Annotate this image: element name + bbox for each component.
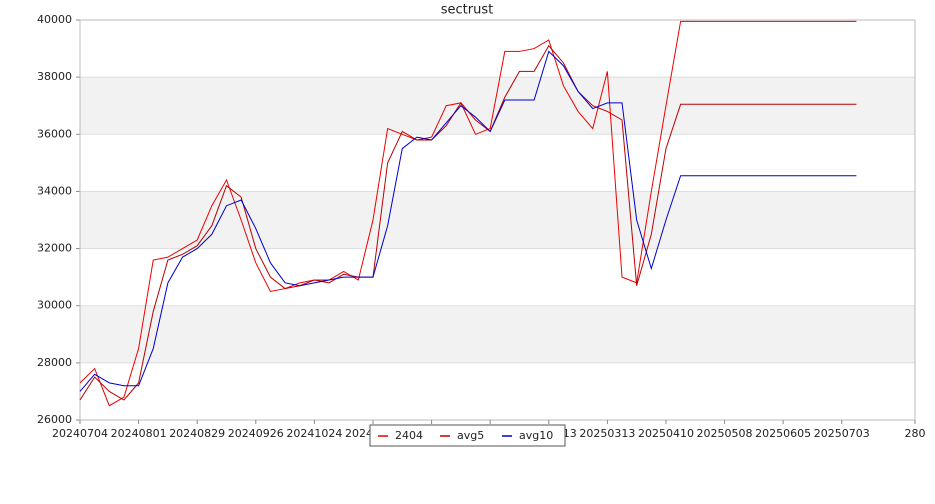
x-tick-label: 20240926 — [228, 427, 284, 440]
x-tick-label: 20241024 — [286, 427, 342, 440]
x-tick-label: 20240829 — [169, 427, 225, 440]
grid-band — [80, 305, 915, 363]
x-tick-label: 20250508 — [697, 427, 753, 440]
x-tick-label: 20240704 — [52, 427, 108, 440]
y-tick-label: 36000 — [37, 127, 72, 140]
x-tick-label: 280 — [905, 427, 926, 440]
legend-label: avg5 — [457, 429, 484, 442]
x-tick-label: 20250410 — [638, 427, 694, 440]
series-line — [79, 50, 857, 392]
y-tick-label: 34000 — [37, 184, 72, 197]
x-tick-label: 20250605 — [755, 427, 811, 440]
y-tick-label: 32000 — [37, 242, 72, 255]
y-tick-label: 26000 — [37, 413, 72, 426]
legend-label: avg10 — [519, 429, 553, 442]
x-tick-label: 20250313 — [579, 427, 635, 440]
x-tick-label: 20240801 — [111, 427, 167, 440]
chart-title: sectrust — [441, 3, 493, 18]
x-tick-label: 20250703 — [814, 427, 870, 440]
y-tick-label: 28000 — [37, 356, 72, 369]
series-line — [79, 20, 857, 407]
y-tick-label: 30000 — [37, 299, 72, 312]
legend-box — [369, 424, 566, 447]
grid-band — [80, 77, 915, 135]
legend: 2404 avg5 avg10 — [369, 424, 566, 447]
plot-frame — [79, 19, 916, 421]
y-tick-label: 38000 — [37, 70, 72, 83]
legend-label: 2404 — [395, 429, 423, 442]
y-tick-label: 40000 — [37, 13, 72, 26]
